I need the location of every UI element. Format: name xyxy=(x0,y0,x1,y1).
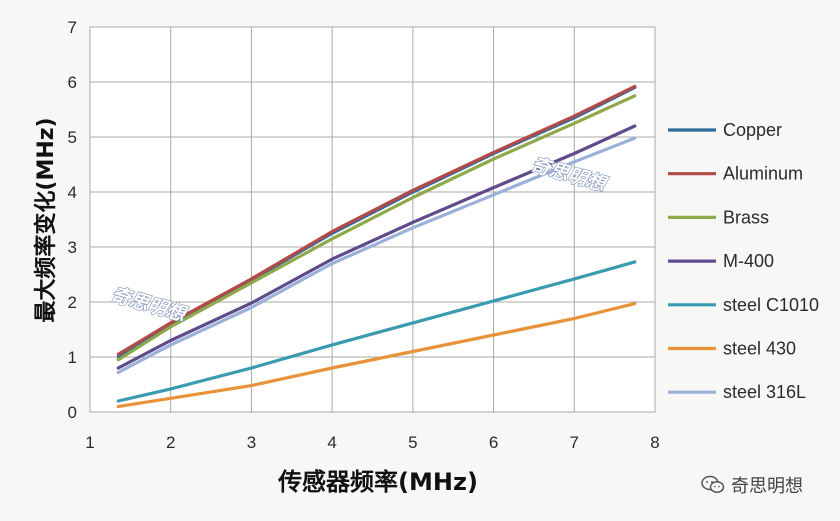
y-tick-label: 5 xyxy=(68,128,77,147)
legend-label-copper: Copper xyxy=(723,120,782,140)
y-tick-label: 4 xyxy=(68,183,77,202)
series-line-m-400 xyxy=(116,124,637,370)
legend-label-brass: Brass xyxy=(723,207,769,227)
legend-label-m-400: M-400 xyxy=(723,251,774,271)
series-line-aluminum xyxy=(116,84,637,356)
y-tick-label: 1 xyxy=(68,348,77,367)
x-tick-label: 2 xyxy=(166,433,175,452)
x-tick-label: 6 xyxy=(489,433,498,452)
y-axis-title: 最大频率变化(MHz) xyxy=(33,117,59,322)
series-line-steel-316l xyxy=(116,136,637,374)
series-lines xyxy=(116,84,637,409)
grid xyxy=(89,26,656,413)
footer-watermark-text: 奇思明想 xyxy=(731,476,803,497)
x-tick-labels: 1 2 3 4 5 6 7 8 xyxy=(85,433,659,452)
legend-label-steel-430: steel 430 xyxy=(723,339,796,359)
x-tick-label: 1 xyxy=(85,433,94,452)
y-tick-label: 2 xyxy=(68,293,77,312)
x-axis-title: 传感器频率(MHz) xyxy=(277,468,478,496)
y-tick-label: 0 xyxy=(68,403,77,422)
x-tick-label: 5 xyxy=(408,433,417,452)
legend-label-steel-316l: steel 316L xyxy=(723,382,806,402)
x-tick-label: 3 xyxy=(247,433,256,452)
wechat-icon xyxy=(701,475,725,493)
x-tick-label: 4 xyxy=(327,433,336,452)
series-line-steel-c1010 xyxy=(116,260,637,403)
y-tick-label: 3 xyxy=(68,238,77,257)
x-tick-label: 7 xyxy=(570,433,579,452)
legend-label-aluminum: Aluminum xyxy=(723,164,803,184)
footer-watermark: 奇思明想 xyxy=(701,472,803,498)
legend-label-steel-c1010: steel C1010 xyxy=(723,295,819,315)
y-tick-label: 7 xyxy=(68,18,77,37)
legend: Copper Aluminum Brass M-400 steel C1010 steel… xyxy=(668,120,819,402)
series-line-brass xyxy=(116,94,637,362)
y-tick-label: 6 xyxy=(68,73,77,92)
y-tick-labels: 0 1 2 3 4 5 6 7 xyxy=(68,18,77,422)
x-tick-label: 8 xyxy=(650,433,659,452)
series-line-steel-430 xyxy=(116,302,637,409)
